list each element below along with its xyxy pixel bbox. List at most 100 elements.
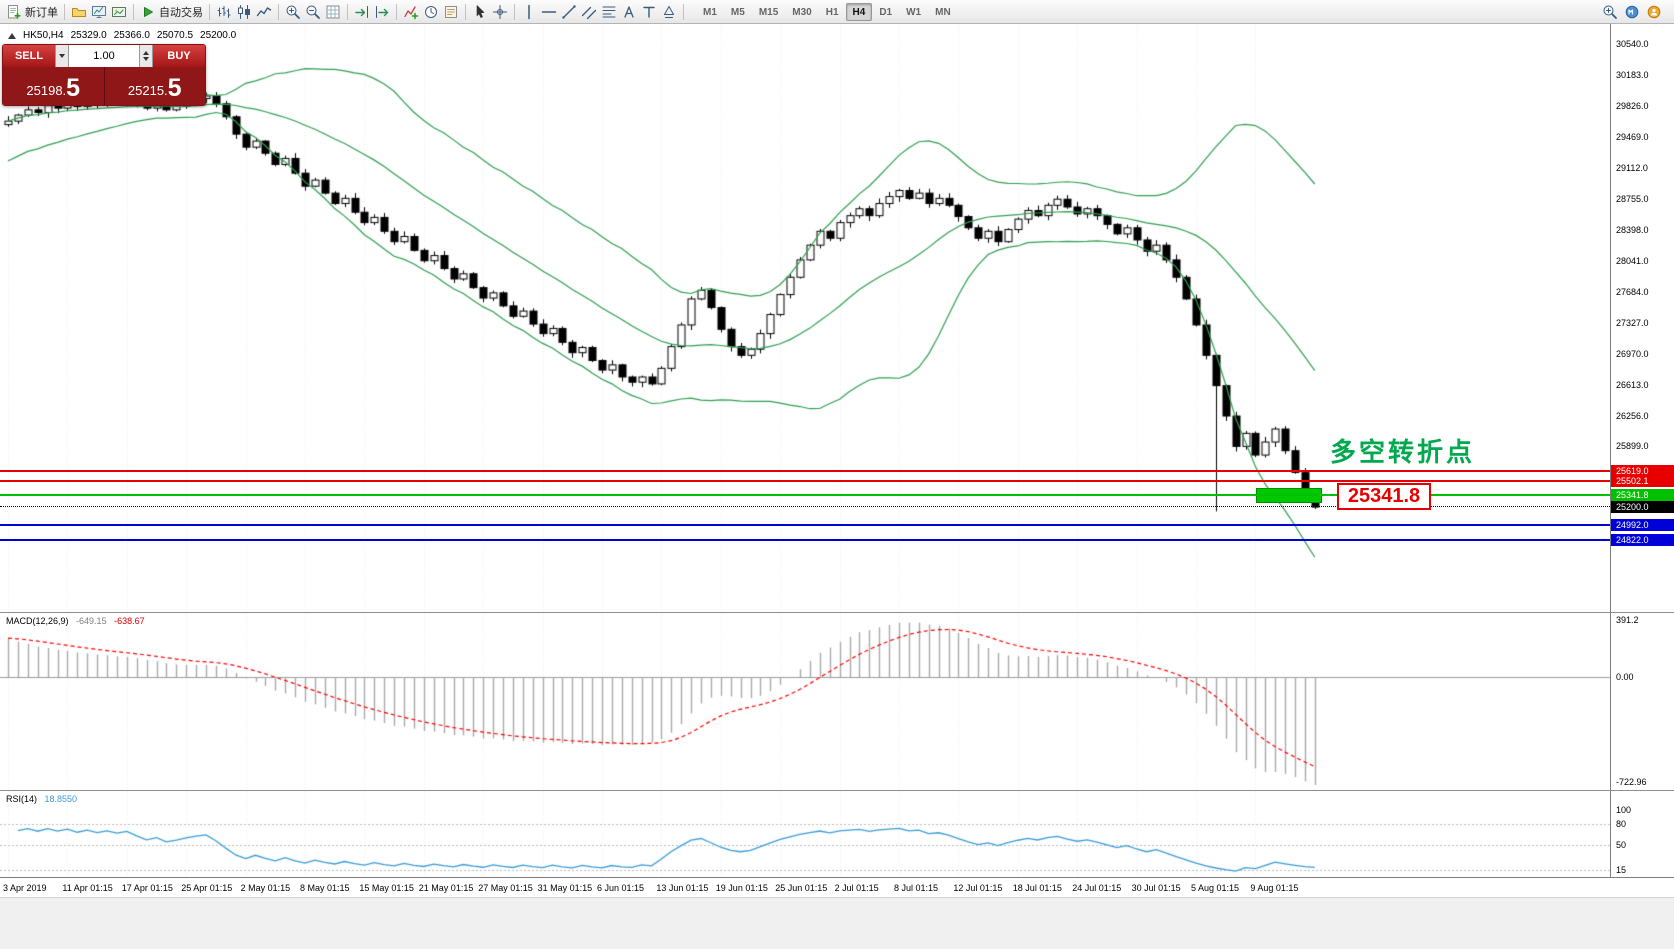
zoom-out-icon[interactable]: [303, 2, 323, 22]
toolbar-separator: [64, 3, 65, 20]
fibo-icon[interactable]: [599, 2, 619, 22]
trendline-icon[interactable]: [559, 2, 579, 22]
main-chart-canvas[interactable]: [0, 24, 1610, 612]
charts-icon[interactable]: [89, 2, 109, 22]
timeframe-h4[interactable]: H4: [845, 2, 873, 21]
time-axis-label: 30 Jul 01:15: [1131, 883, 1181, 893]
profiles-icon[interactable]: [69, 2, 89, 22]
price-axis[interactable]: 30540.0 30183.0 29826.0 29469.0 29112.0 28755…: [1610, 24, 1674, 877]
vline-icon[interactable]: [519, 2, 539, 22]
price-tag: 24992.0: [1611, 519, 1674, 531]
toolbar-separator: [347, 3, 348, 20]
timeframe-m5[interactable]: M5: [730, 6, 745, 18]
time-axis-label: 13 Jun 01:15: [656, 883, 709, 893]
time-axis-label: 17 Apr 01:15: [121, 883, 173, 893]
crosshair-icon[interactable]: [490, 2, 510, 22]
candles-icon[interactable]: [234, 2, 254, 22]
macd-panel-canvas[interactable]: [0, 613, 1610, 790]
buy-button[interactable]: BUY: [153, 45, 205, 67]
community-icon[interactable]: [1644, 2, 1664, 22]
timeframe-group: M1 M5 M15 M30 H1 H4 D1 W1 MN: [696, 2, 958, 21]
y-axis-label: 25899.0: [1616, 441, 1649, 452]
y-axis-label: 27684.0: [1616, 286, 1649, 297]
volume-spinner[interactable]: [139, 45, 153, 67]
y-axis-label: 29469.0: [1616, 131, 1649, 142]
bar-chart-icon[interactable]: [214, 2, 234, 22]
y-axis-label: 28398.0: [1616, 224, 1649, 235]
toolbar-separator: [209, 3, 210, 20]
toolbar-separator: [514, 3, 515, 20]
macd-value-signal: -638.67: [114, 616, 145, 626]
shapes-icon[interactable]: [659, 2, 679, 22]
timeframe-d1[interactable]: D1: [879, 6, 893, 18]
support-zone-rectangle[interactable]: [1256, 488, 1322, 503]
objects-icon[interactable]: [109, 2, 129, 22]
autotrade-label: 自动交易: [159, 6, 203, 19]
price-callout-label[interactable]: 25341.8: [1337, 483, 1431, 510]
price-tag: 25341.8: [1611, 489, 1674, 501]
price-tag: 25619.0: [1611, 465, 1674, 477]
bottom-strip: [0, 897, 1674, 949]
sell-options-dropdown[interactable]: [55, 45, 69, 67]
timeframe-m30[interactable]: M30: [792, 6, 812, 18]
timeframe-h1[interactable]: H1: [825, 6, 839, 18]
indicators-icon[interactable]: [401, 2, 421, 22]
hline-icon[interactable]: [539, 2, 559, 22]
autotrade-icon[interactable]: 自动交易: [138, 2, 205, 22]
y-axis-label: 26970.0: [1616, 348, 1649, 359]
grid-icon[interactable]: [323, 2, 343, 22]
buy-price-main: 25215.: [127, 83, 168, 98]
buy-price[interactable]: 25215. 5: [105, 67, 206, 105]
time-axis-label: 25 Jun 01:15: [775, 883, 828, 893]
volume-input[interactable]: [69, 45, 139, 67]
rsi-axis-label: 100: [1616, 805, 1632, 815]
sell-button[interactable]: SELL: [3, 45, 55, 67]
time-axis-label: 18 Jul 01:15: [1012, 883, 1062, 893]
label-icon[interactable]: [639, 2, 659, 22]
collapse-panel-icon[interactable]: [8, 32, 16, 39]
timeframe-mn[interactable]: MN: [935, 6, 951, 18]
templates-icon[interactable]: [441, 2, 461, 22]
timeframe-m15[interactable]: M15: [758, 6, 779, 18]
line-chart-icon[interactable]: [254, 2, 274, 22]
sell-price[interactable]: 25198. 5: [3, 67, 105, 105]
macd-indicator-label: MACD(12,26,9) -649.15 -638.67: [6, 616, 145, 626]
rsi-axis-label: 80: [1616, 819, 1627, 829]
chart-symbol-period: HK50,H4: [23, 30, 64, 41]
y-axis-label: 30540.0: [1616, 38, 1649, 49]
metaquotes-icon[interactable]: [1622, 2, 1642, 22]
time-axis[interactable]: 3 Apr 2019 11 Apr 01:15 17 Apr 01:15 25 Apr…: [0, 877, 1674, 897]
caret-down-icon: [59, 54, 65, 58]
time-axis-label: 31 May 01:15: [537, 883, 593, 893]
cursor-icon[interactable]: [470, 2, 490, 22]
sell-price-pip: 5: [66, 74, 81, 102]
price-tag: 25200.0: [1611, 501, 1674, 513]
autoscroll-icon[interactable]: [352, 2, 372, 22]
toolbar-separator: [133, 3, 134, 20]
rsi-axis-label: 15: [1616, 864, 1627, 875]
channel-icon[interactable]: [579, 2, 599, 22]
clock-icon[interactable]: [421, 2, 441, 22]
panel-splitter-rsi[interactable]: [0, 790, 1674, 791]
chart-annotation-text[interactable]: 多空转折点: [1330, 437, 1476, 467]
text-icon[interactable]: [619, 2, 639, 22]
new-order-icon[interactable]: 新订单: [4, 2, 60, 22]
time-axis-label: 12 Jul 01:15: [953, 883, 1003, 893]
caret-down-icon: [143, 57, 149, 61]
volume-field: [69, 45, 139, 67]
chart-shift-icon[interactable]: [372, 2, 392, 22]
macd-value-main: -649.15: [76, 616, 107, 626]
rsi-panel-canvas[interactable]: [0, 791, 1610, 877]
timeframe-w1[interactable]: W1: [906, 6, 922, 18]
caret-up-icon: [143, 51, 149, 55]
toolbar-separator: [683, 3, 684, 20]
zoom-in-icon[interactable]: [283, 2, 303, 22]
toolbar: 新订单 自动交易 M1 M5 M15 M30 H1 H4 D1 W1 MN: [0, 0, 1674, 24]
chart-open-value: 25329.0: [70, 30, 107, 41]
time-axis-label: 11 Apr 01:15: [62, 883, 113, 893]
sell-price-main: 25198.: [26, 83, 67, 98]
toolbar-separator: [465, 3, 466, 20]
panel-splitter-macd[interactable]: [0, 612, 1674, 613]
timeframe-m1[interactable]: M1: [703, 6, 717, 18]
search-icon[interactable]: [1600, 2, 1620, 22]
